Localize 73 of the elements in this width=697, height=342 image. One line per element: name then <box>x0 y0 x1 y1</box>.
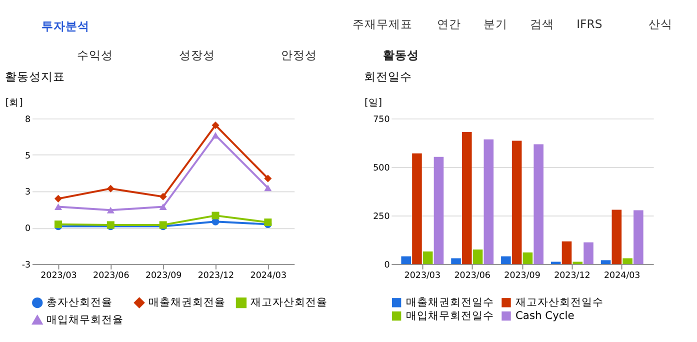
y-tick-label: 0 <box>384 260 390 270</box>
y-tick-label: 8 <box>25 114 31 125</box>
bar <box>401 256 411 264</box>
bar <box>462 132 472 264</box>
x-tick-label: 2024/03 <box>250 271 287 282</box>
text: 검색 <box>530 17 554 32</box>
bar <box>412 153 422 264</box>
y-axis-title: [회] <box>5 97 23 108</box>
bar <box>522 252 533 264</box>
bar <box>501 256 511 264</box>
x-tick-label: 2024/03 <box>604 271 640 282</box>
y-tick-label: 0 <box>25 224 31 234</box>
y-tick-label: 5 <box>25 151 31 162</box>
legend-label: 재고자산회전일수 <box>515 296 604 309</box>
x-tick-label: 2023/09 <box>145 271 182 282</box>
bar <box>612 210 622 264</box>
chart-title: 회전일수 <box>364 70 412 84</box>
point <box>159 204 167 210</box>
x-tick-label: 2023/06 <box>454 271 490 282</box>
bar <box>512 140 522 264</box>
text: 연간 <box>436 17 461 32</box>
legend-label: 매입채무회전일수 <box>406 308 494 322</box>
text: 성장성 <box>179 48 216 62</box>
bar <box>622 258 632 264</box>
y-tick-label: 750 <box>373 114 390 125</box>
legend-label: 총자산회전율 <box>46 296 113 309</box>
y-tick-label: -3 <box>22 260 31 270</box>
y-tick-label: 3 <box>25 188 31 198</box>
text: 안정성 <box>280 48 317 62</box>
y-tick-label: 250 <box>373 212 390 222</box>
text: 투자분석 <box>42 19 90 34</box>
bar <box>422 251 433 264</box>
legend-label: 재고자산회전율 <box>250 296 328 309</box>
bar <box>584 242 594 264</box>
text: 주재무제표 <box>352 17 412 32</box>
point <box>212 132 220 139</box>
x-tick-label: 2023/03 <box>404 271 441 282</box>
y-axis-title: [일] <box>364 97 382 108</box>
legend-label: 매출채권회전일수 <box>406 296 494 309</box>
bar <box>600 260 611 264</box>
chart-title: 활동성지표 <box>4 70 65 84</box>
bar <box>484 139 494 264</box>
legend-label: 매입채무회전율 <box>46 312 124 326</box>
bar <box>572 262 583 264</box>
bar <box>534 144 544 264</box>
x-tick-label: 2023/12 <box>198 271 234 282</box>
point <box>212 121 220 129</box>
text: 활동성 <box>382 48 419 62</box>
bar <box>434 156 444 264</box>
y-tick-label: 500 <box>373 163 390 174</box>
point <box>264 184 272 192</box>
bar <box>451 258 461 264</box>
text: 수익성 <box>77 48 114 62</box>
point <box>212 212 220 220</box>
x-tick-label: 2023/09 <box>504 271 540 282</box>
x-tick-label: 2023/03 <box>40 271 77 282</box>
point <box>54 194 62 202</box>
legend-label: Cash Cycle <box>515 308 574 322</box>
bar <box>562 241 572 264</box>
text: 분기 <box>483 17 508 32</box>
text: 산식 <box>648 17 672 32</box>
x-tick-label: 2023/12 <box>554 271 590 282</box>
text: IFRS <box>576 17 602 32</box>
bar <box>472 250 483 264</box>
point <box>54 204 62 210</box>
bar <box>550 262 561 264</box>
legend-label: 매출채권회전율 <box>148 296 226 309</box>
x-tick-label: 2023/06 <box>93 271 130 282</box>
point <box>106 206 114 214</box>
point <box>264 174 272 182</box>
point <box>106 184 114 192</box>
point <box>159 192 167 200</box>
bar <box>634 210 644 264</box>
